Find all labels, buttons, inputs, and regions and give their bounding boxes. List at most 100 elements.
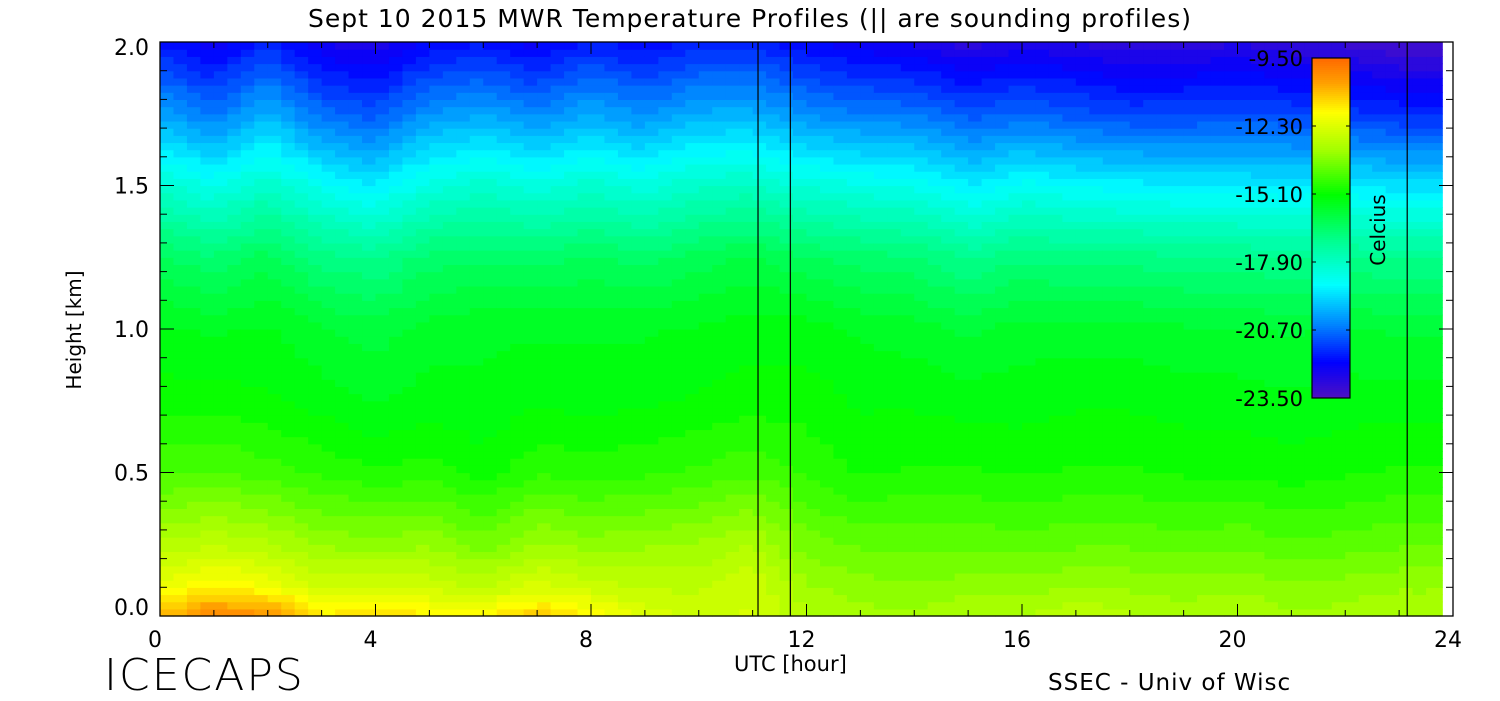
heatmap-cell <box>308 379 323 387</box>
heatmap-cell <box>712 207 727 215</box>
heatmap-cell <box>415 293 430 301</box>
heatmap-cell <box>429 307 444 316</box>
heatmap-cell <box>617 142 633 151</box>
heatmap-cell <box>752 178 767 187</box>
heatmap-cell <box>267 364 282 373</box>
heatmap-cell <box>806 515 821 524</box>
heatmap-cell <box>914 587 929 596</box>
heatmap-cell <box>752 551 767 560</box>
heatmap-cell <box>860 443 875 452</box>
heatmap-cell <box>833 472 848 481</box>
heatmap-cell <box>308 142 323 151</box>
heatmap-cell <box>604 537 619 545</box>
heatmap-cell <box>564 271 579 280</box>
heatmap-cell <box>213 185 228 194</box>
heatmap-cell <box>402 537 417 545</box>
heatmap-cell <box>240 608 255 617</box>
heatmap-cell <box>846 529 861 538</box>
heatmap-cell <box>308 70 323 79</box>
heatmap-cell <box>725 120 740 129</box>
heatmap-cell <box>388 149 404 158</box>
heatmap-cell <box>200 336 215 344</box>
heatmap-cell <box>604 63 619 72</box>
heatmap-cell <box>617 357 633 366</box>
heatmap-cell <box>537 171 552 179</box>
heatmap-cell <box>860 465 875 474</box>
heatmap-cell <box>981 364 996 373</box>
heatmap-cell <box>900 580 915 588</box>
heatmap-cell <box>429 285 444 294</box>
heatmap-cell <box>240 293 255 301</box>
heatmap-cell <box>577 501 592 509</box>
heatmap-cell <box>388 364 404 373</box>
heatmap-cell <box>375 199 390 208</box>
heatmap-cell <box>806 486 821 495</box>
heatmap-cell <box>873 70 888 79</box>
heatmap-cell <box>927 594 942 603</box>
heatmap-cell <box>254 228 269 237</box>
heatmap-cell <box>725 92 740 100</box>
heatmap-cell <box>550 364 565 373</box>
heatmap-cell <box>873 343 888 352</box>
heatmap-cell <box>685 228 700 237</box>
heatmap-cell <box>537 271 552 280</box>
heatmap-cell <box>402 278 417 287</box>
heatmap-cell <box>550 407 565 416</box>
heatmap-cell <box>510 99 525 108</box>
heatmap-cell <box>604 343 619 352</box>
heatmap-cell <box>442 199 457 208</box>
heatmap-cell <box>496 185 511 194</box>
heatmap-cell <box>752 486 767 495</box>
heatmap-cell <box>954 192 969 201</box>
heatmap-cell <box>348 465 363 474</box>
heatmap-cell <box>968 515 983 524</box>
heatmap-cell <box>429 92 444 100</box>
heatmap-cell <box>833 407 848 416</box>
heatmap-cell <box>308 300 323 309</box>
heatmap-cell <box>496 551 511 560</box>
heatmap-cell <box>510 479 525 488</box>
heatmap-cell <box>860 608 875 617</box>
heatmap-cell <box>725 257 740 266</box>
heatmap-cell <box>388 63 404 72</box>
heatmap-cell <box>402 300 417 309</box>
heatmap-cell <box>415 386 430 395</box>
heatmap-cell <box>550 494 565 502</box>
heatmap-cell <box>860 221 875 230</box>
heatmap-cell <box>160 357 175 366</box>
heatmap-cell <box>496 465 511 474</box>
heatmap-cell <box>887 558 902 567</box>
heatmap-cell <box>617 307 633 316</box>
heatmap-cell <box>793 235 808 244</box>
heatmap-cell <box>186 264 202 273</box>
heatmap-cell <box>752 106 767 115</box>
heatmap-cell <box>927 56 942 65</box>
heatmap-cell <box>941 601 956 610</box>
heatmap-cell <box>321 415 336 423</box>
heatmap-cell <box>900 285 915 294</box>
heatmap-cell <box>752 42 767 50</box>
heatmap-cell <box>685 544 700 553</box>
heatmap-cell <box>200 357 215 366</box>
heatmap-cell <box>833 199 848 208</box>
heatmap-cell <box>254 515 269 524</box>
heatmap-cell <box>335 357 350 366</box>
heatmap-cell <box>860 450 875 459</box>
heatmap-cell <box>806 422 821 431</box>
heatmap-cell <box>213 537 228 545</box>
heatmap-cell <box>887 278 902 287</box>
heatmap-cell <box>254 300 269 309</box>
heatmap-cell <box>523 106 538 115</box>
heatmap-cell <box>981 479 996 488</box>
heatmap-cell <box>873 235 888 244</box>
heatmap-cell <box>227 321 242 330</box>
heatmap-cell <box>564 235 579 244</box>
heatmap-cell <box>402 594 417 603</box>
heatmap-cell <box>281 214 296 222</box>
heatmap-cell <box>186 92 202 100</box>
heatmap-cell <box>415 228 430 237</box>
heatmap-cell <box>308 529 323 538</box>
heatmap-cell <box>442 343 457 352</box>
heatmap-cell <box>954 544 969 553</box>
heatmap-cell <box>698 501 713 509</box>
